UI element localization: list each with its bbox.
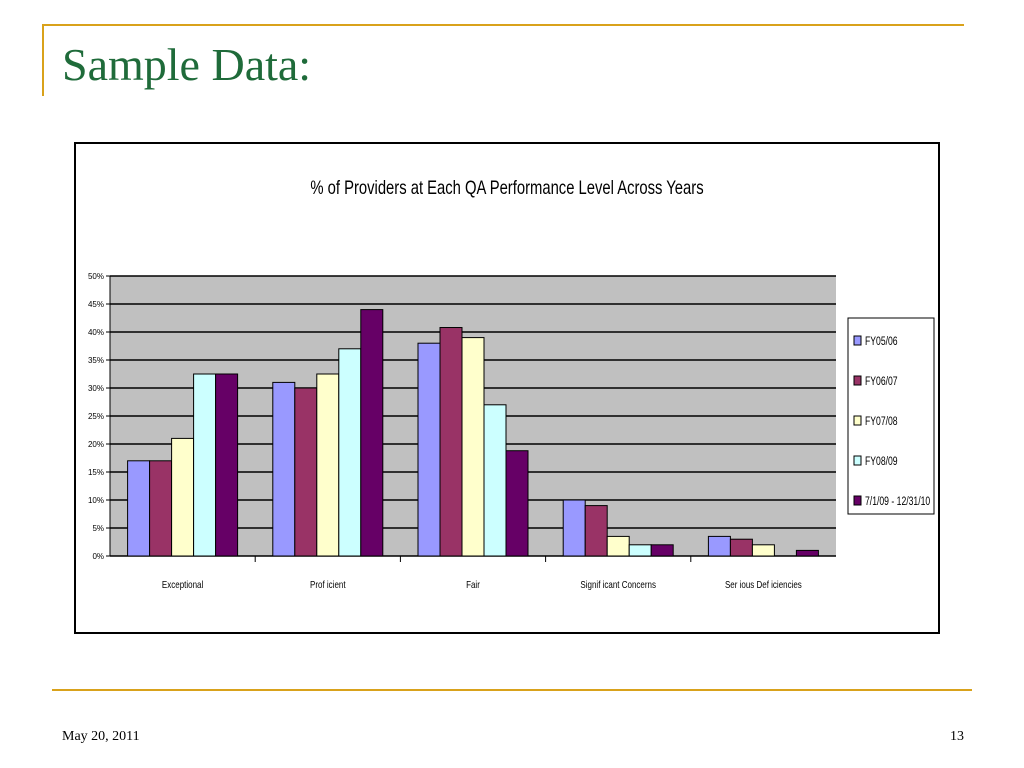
y-tick-label: 30% xyxy=(88,384,104,393)
top-accent-line xyxy=(42,24,964,26)
bar xyxy=(483,404,507,557)
bar xyxy=(650,544,674,557)
y-tick-label: 10% xyxy=(88,496,104,505)
chart-title: % of Providers at Each QA Performance Le… xyxy=(310,177,703,198)
bar xyxy=(171,437,195,557)
legend-label: FY06/07 xyxy=(865,376,898,389)
bar xyxy=(193,373,217,557)
x-tick-label: Prof icient xyxy=(310,579,346,590)
legend-label: FY08/09 xyxy=(865,456,898,469)
bar xyxy=(417,342,441,557)
x-tick-label: Ser ious Def iciencies xyxy=(725,579,802,590)
bar xyxy=(360,309,384,557)
y-tick-labels: 0% 5% 10% 15% 20% 25% 30% 35% 40% 45% 50% xyxy=(88,272,110,561)
left-accent-line xyxy=(42,24,44,96)
legend-label: FY05/06 xyxy=(865,336,898,349)
footer-date: May 20, 2011 xyxy=(62,729,140,744)
y-tick-label: 0% xyxy=(92,552,104,561)
chart-frame: % of Providers at Each QA Performance Le… xyxy=(74,142,940,634)
bar xyxy=(628,544,652,557)
legend-swatch xyxy=(853,495,862,506)
page-number: 13 xyxy=(950,729,964,744)
x-tick-label: Exceptional xyxy=(162,579,203,590)
bar-chart: % of Providers at Each QA Performance Le… xyxy=(88,177,935,590)
bar xyxy=(215,373,239,557)
bar xyxy=(562,499,586,557)
bar xyxy=(707,535,731,557)
legend-box xyxy=(847,317,935,515)
bar xyxy=(338,348,362,557)
y-tick-label: 15% xyxy=(88,468,104,477)
y-tick-label: 25% xyxy=(88,412,104,421)
bar xyxy=(505,450,529,557)
legend-swatch xyxy=(853,375,862,386)
bar xyxy=(149,460,173,557)
slide-title: Sample Data: xyxy=(62,39,312,90)
bar xyxy=(606,535,630,557)
bar xyxy=(584,505,608,557)
legend-label: FY07/08 xyxy=(865,416,898,429)
bar xyxy=(461,337,485,557)
bar xyxy=(316,373,340,557)
legend: FY05/06 FY06/07 FY07/08 FY08/09 7/1/09 - 12/… xyxy=(847,317,935,515)
footer-accent-line xyxy=(52,689,972,691)
bar xyxy=(294,387,318,557)
y-tick-label: 50% xyxy=(88,272,104,281)
bar xyxy=(272,381,296,557)
bar xyxy=(795,549,819,557)
bar xyxy=(127,460,151,557)
legend-swatch xyxy=(853,335,862,346)
y-tick-label: 35% xyxy=(88,356,104,365)
y-tick-label: 5% xyxy=(92,524,104,533)
legend-swatch xyxy=(853,455,862,466)
y-tick-label: 40% xyxy=(88,328,104,337)
bar xyxy=(729,538,753,557)
bar xyxy=(439,327,463,557)
legend-label: 7/1/09 - 12/31/10 xyxy=(865,496,930,509)
x-tick-label: Fair xyxy=(466,579,480,590)
bar xyxy=(751,544,775,557)
x-tick-labels: Exceptional Prof icient Fair Signif icant C… xyxy=(162,579,802,590)
x-tick-label: Signif icant Concerns xyxy=(580,579,656,590)
y-tick-label: 20% xyxy=(88,440,104,449)
legend-swatch xyxy=(853,415,862,426)
y-tick-label: 45% xyxy=(88,300,104,309)
